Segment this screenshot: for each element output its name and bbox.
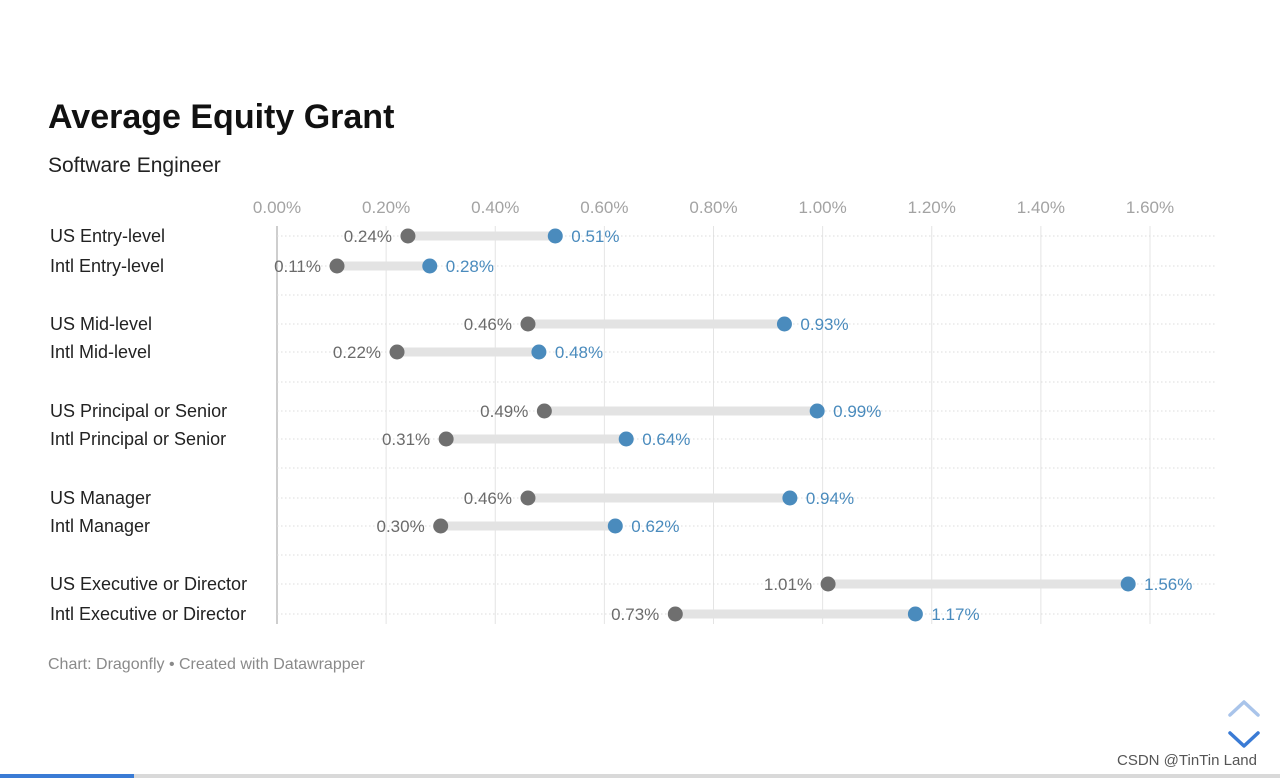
- chevron-up-icon[interactable]: [1226, 697, 1262, 719]
- high-value-label: 0.48%: [555, 343, 603, 362]
- row-label: US Principal or Senior: [50, 401, 227, 421]
- high-dot: [422, 258, 438, 274]
- low-value-label: 0.31%: [382, 430, 430, 449]
- x-tick-label: 1.40%: [1017, 198, 1065, 217]
- chart-subtitle: Software Engineer: [48, 154, 221, 177]
- high-value-label: 0.99%: [833, 402, 881, 421]
- high-dot: [607, 518, 623, 534]
- x-tick-label: 0.80%: [689, 198, 737, 217]
- low-dot: [536, 403, 552, 419]
- high-dot: [782, 490, 798, 506]
- x-tick-label: 0.60%: [580, 198, 628, 217]
- low-value-label: 0.46%: [464, 489, 512, 508]
- low-value-label: 0.73%: [611, 605, 659, 624]
- low-value-label: 0.11%: [274, 257, 321, 276]
- row-label: Intl Manager: [50, 516, 150, 536]
- high-value-label: 0.94%: [806, 489, 854, 508]
- row-label: US Executive or Director: [50, 574, 247, 594]
- row-label: US Manager: [50, 488, 151, 508]
- low-value-label: 0.24%: [344, 227, 392, 246]
- high-dot: [776, 316, 792, 332]
- low-value-label: 1.01%: [764, 575, 812, 594]
- high-value-label: 0.64%: [642, 430, 690, 449]
- high-value-label: 1.17%: [931, 605, 979, 624]
- high-value-label: 0.93%: [800, 315, 848, 334]
- chart-title: Average Equity Grant: [48, 98, 395, 136]
- low-dot: [520, 316, 536, 332]
- low-value-label: 0.46%: [464, 315, 512, 334]
- chevron-down-icon[interactable]: [1226, 729, 1262, 751]
- low-dot: [438, 431, 454, 447]
- high-value-label: 1.56%: [1144, 575, 1192, 594]
- high-value-label: 0.62%: [631, 517, 679, 536]
- x-tick-label: 1.00%: [799, 198, 847, 217]
- high-dot: [1120, 576, 1136, 592]
- x-tick-label: 0.40%: [471, 198, 519, 217]
- high-value-label: 0.28%: [446, 257, 494, 276]
- dot-range-chart: 0.00% 0.20% 0.40% 0.60% 0.80% 1.00% 1.20% 1.40%…: [50, 198, 1215, 624]
- low-value-label: 0.30%: [376, 517, 424, 536]
- reading-progress-fill: [0, 774, 135, 778]
- x-tick-label: 0.20%: [362, 198, 410, 217]
- high-dot: [618, 431, 634, 447]
- high-dot: [531, 344, 547, 360]
- low-dot: [820, 576, 836, 592]
- low-dot: [400, 228, 416, 244]
- row-label: US Mid-level: [50, 314, 152, 334]
- low-value-label: 0.49%: [480, 402, 528, 421]
- chart-footer: Chart: Dragonfly • Created with Datawrap…: [48, 656, 365, 673]
- low-dot: [329, 258, 345, 274]
- high-value-label: 0.51%: [571, 227, 619, 246]
- reading-progress-bar: [0, 774, 1280, 778]
- low-value-label: 0.22%: [333, 343, 381, 362]
- low-dot: [520, 490, 536, 506]
- low-dot: [667, 606, 683, 622]
- watermark-text: CSDN @TinTin Land: [1117, 752, 1257, 769]
- low-dot: [433, 518, 449, 534]
- x-tick-label: 0.00%: [253, 198, 301, 217]
- x-tick-label: 1.60%: [1126, 198, 1174, 217]
- row-label: US Entry-level: [50, 226, 165, 246]
- x-tick-label: 1.20%: [908, 198, 956, 217]
- row-label: Intl Principal or Senior: [50, 429, 226, 449]
- row-label: Intl Entry-level: [50, 256, 164, 276]
- high-dot: [547, 228, 563, 244]
- low-dot: [389, 344, 405, 360]
- row-label: Intl Executive or Director: [50, 604, 246, 624]
- row-label: Intl Mid-level: [50, 342, 151, 362]
- high-dot: [809, 403, 825, 419]
- high-dot: [907, 606, 923, 622]
